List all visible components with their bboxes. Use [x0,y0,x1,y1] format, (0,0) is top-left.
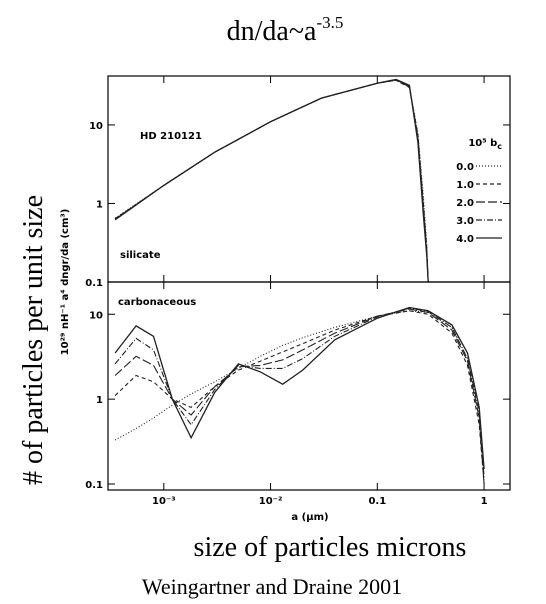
x-tick-label: 10⁻² [259,496,283,507]
data-line [114,310,485,485]
legend-title: 10⁵ bc [468,138,502,151]
x-label: size of particles microns [194,532,467,563]
y-tick-label: 10 [89,121,103,132]
plot-frame [107,281,511,491]
inner-y-label: 10²⁹ nH⁻¹ a⁴ dngr/da (cm³) [60,209,71,356]
y-tick-label: 0.1 [85,480,103,491]
data-line [114,310,485,485]
annotation: silicate [120,250,161,261]
title-exponent: -3.5 [316,13,343,32]
legend-label: 4.0 [456,234,474,245]
legend-label: 2.0 [456,198,474,209]
x-tick-label: 10⁻³ [152,496,176,507]
plot-frame [107,75,511,283]
y-tick-label: 1 [96,199,103,210]
chart-title: dn/da~a-3.5 [227,13,344,47]
legend-title-text: 10⁵ b [468,138,497,149]
y-tick-label: 0.1 [85,278,103,289]
y-tick-label: 10 [89,310,103,321]
legend-label: 1.0 [456,180,474,191]
data-line [114,79,429,282]
data-line [114,79,429,282]
inner-x-label: a (μm) [291,512,328,523]
source: Weingartner and Draine 2001 [142,574,402,599]
legend-label: 3.0 [456,216,474,227]
data-line [114,307,485,478]
x-tick-label: 0.1 [368,496,386,507]
annotation: HD 210121 [140,131,202,142]
data-line [114,79,429,282]
legend-label: 0.0 [456,162,474,173]
y-label: # of particles per unit size [18,195,49,485]
data-line [114,306,485,470]
data-line [114,79,429,282]
data-line [114,308,485,485]
annotation: carbonaceous [118,297,196,308]
y-tick-label: 1 [96,395,103,406]
data-line [114,78,429,282]
title-base: dn/da~a [227,16,317,47]
x-tick-label: 1 [481,496,488,507]
legend-title-sub: c [497,142,502,151]
